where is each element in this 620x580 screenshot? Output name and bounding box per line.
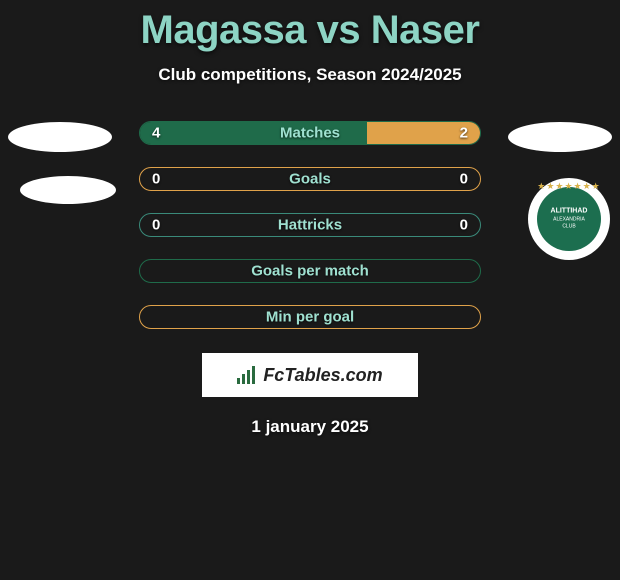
row-min-per-goal: Min per goal [139,305,481,329]
row-goals-val-left: 0 [152,171,160,188]
club-badge-inner: ★★★★★★★ ALITTIHAD ALEXANDRIA CLUB [537,187,601,251]
row-matches: 4 Matches 2 [139,121,481,145]
player-right-photo-placeholder [508,122,612,152]
row-mpg-label: Min per goal [266,309,354,326]
row-hattricks-val-left: 0 [152,217,160,234]
row-goals: 0 Goals 0 [139,167,481,191]
club-badge-stars: ★★★★★★★ [537,181,600,192]
row-hattricks-label: Hattricks [278,217,342,234]
date-label: 1 january 2025 [0,417,620,437]
subtitle: Club competitions, Season 2024/2025 [0,65,620,85]
row-gpm-label: Goals per match [251,263,369,280]
title-vs: vs [306,8,371,52]
club-badge-text: ALITTIHAD ALEXANDRIA CLUB [551,207,588,230]
player-left-club-placeholder [20,176,116,204]
brand-box: FcTables.com [202,353,418,397]
row-goals-val-right: 0 [460,171,468,188]
row-matches-label: Matches [280,125,340,142]
brand-text: FcTables.com [263,365,382,386]
club-name: ALITTIHAD [551,207,588,214]
club-sub: ALEXANDRIA CLUB [553,216,585,230]
stats-rows: 4 Matches 2 0 Goals 0 0 Hattricks 0 Goal… [139,121,481,329]
row-goals-label: Goals [289,171,331,188]
row-hattricks-val-right: 0 [460,217,468,234]
player-right-club-badge: ★★★★★★★ ALITTIHAD ALEXANDRIA CLUB [528,178,610,260]
title-player-right: Naser [371,8,480,52]
player-left-photo-placeholder [8,122,112,152]
brand-bars-icon [237,366,255,384]
row-matches-val-right: 2 [460,125,468,142]
row-matches-val-left: 4 [152,125,160,142]
row-hattricks: 0 Hattricks 0 [139,213,481,237]
title-player-left: Magassa [141,8,306,52]
page-title: Magassa vs Naser [0,0,620,53]
row-goals-per-match: Goals per match [139,259,481,283]
